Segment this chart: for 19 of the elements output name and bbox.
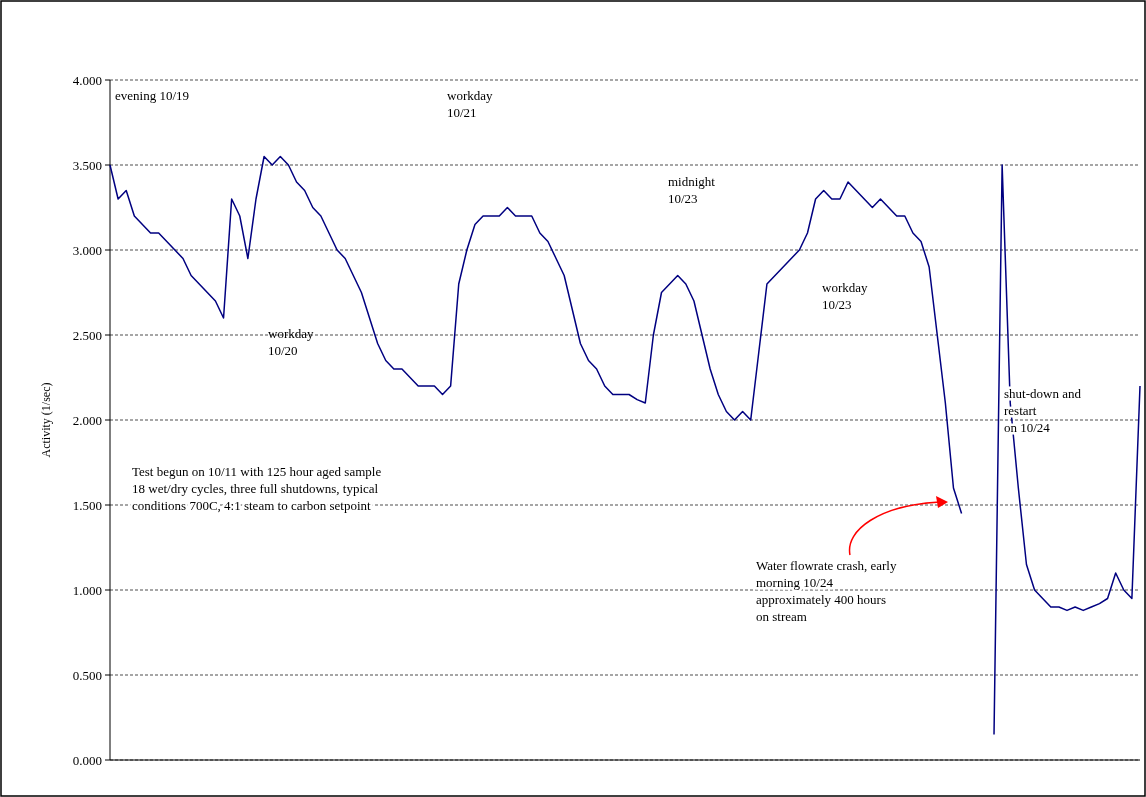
annotation: Test begun on 10/11 with 125 hour aged sample 18 wet/dry cycles, three full shutdowns, typical conditions 700C, 4:1 steam to carbon setpoint: [132, 464, 382, 513]
annotation: workday 10/21: [447, 88, 493, 120]
y-tick-label: 2.000: [72, 412, 102, 428]
y-tick-label: 3.500: [72, 157, 102, 173]
line-series: [993, 164, 1141, 736]
y-tick-label: 0.500: [72, 667, 102, 683]
y-axis-title: Activity (1/sec): [39, 382, 53, 458]
annotation: evening 10/19: [115, 88, 190, 103]
line-series: [109, 155, 963, 515]
annotation: workday 10/20: [268, 326, 314, 358]
y-tick-label: 2.500: [72, 327, 102, 343]
annotation: workday 10/23: [822, 280, 868, 312]
y-tick-label: 4.000: [72, 72, 102, 88]
annotation: midnight 10/23: [668, 174, 716, 206]
y-tick-label: 3.000: [72, 242, 102, 258]
y-tick-label: 1.500: [72, 497, 102, 513]
y-tick-label: 0.000: [72, 752, 102, 768]
annotation: Water flowrate crash, early morning 10/24 approximately 400 hours on stream: [756, 558, 897, 624]
y-tick-label: 1.000: [72, 582, 102, 598]
